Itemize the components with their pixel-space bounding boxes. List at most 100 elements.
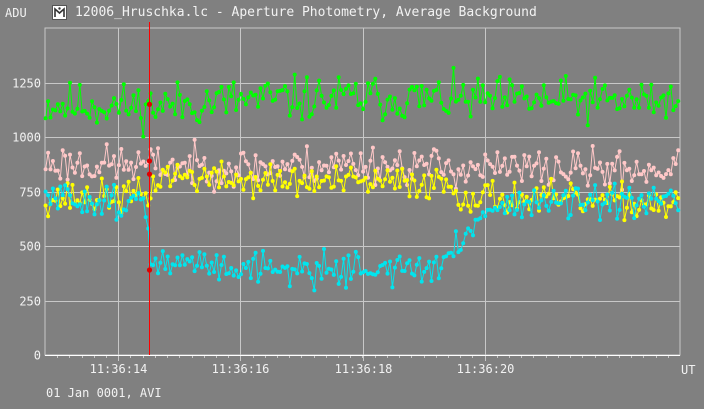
data-point — [324, 163, 329, 168]
data-point — [524, 164, 529, 169]
data-point — [583, 208, 588, 213]
data-point — [512, 212, 517, 217]
data-point — [351, 269, 356, 274]
x-axis-unit-label: UT — [681, 363, 696, 377]
data-point — [490, 178, 495, 183]
data-point — [605, 98, 610, 103]
data-point — [153, 115, 158, 119]
data-point — [478, 200, 483, 205]
cursor-layer[interactable] — [146, 22, 153, 355]
data-point — [617, 149, 622, 154]
data-point — [629, 195, 634, 200]
data-point — [607, 181, 612, 186]
data-point — [400, 167, 405, 171]
data-point — [527, 199, 532, 204]
data-point — [302, 89, 307, 94]
data-point — [673, 201, 678, 206]
data-point — [251, 196, 256, 201]
data-point — [77, 202, 82, 207]
data-point — [490, 164, 495, 169]
data-point — [627, 185, 632, 190]
data-point — [134, 165, 138, 169]
data-point — [346, 172, 351, 177]
data-point — [99, 176, 104, 181]
data-point — [656, 170, 661, 175]
series-line — [45, 139, 679, 192]
data-point — [60, 193, 65, 198]
data-point — [317, 185, 322, 190]
data-point — [461, 163, 466, 168]
data-point — [424, 87, 429, 92]
data-point — [471, 233, 475, 238]
data-point — [65, 177, 70, 182]
data-point — [112, 154, 116, 159]
data-point — [300, 181, 305, 186]
data-point — [656, 208, 661, 213]
data-point — [468, 160, 473, 165]
data-point — [234, 108, 239, 112]
data-point — [312, 288, 317, 293]
data-point — [383, 260, 388, 265]
data-point — [109, 162, 114, 167]
data-point — [429, 279, 434, 283]
data-point — [263, 171, 268, 175]
data-point — [446, 110, 451, 115]
data-point — [43, 189, 48, 194]
data-point — [561, 98, 566, 103]
data-point — [234, 165, 239, 170]
data-point — [251, 256, 256, 261]
data-point — [165, 164, 170, 169]
data-point — [461, 202, 466, 207]
data-point — [278, 270, 283, 274]
data-point — [505, 194, 510, 199]
data-point — [624, 195, 629, 200]
data-point — [239, 91, 243, 96]
data-point — [121, 82, 126, 87]
data-point — [544, 203, 549, 208]
data-point — [490, 208, 495, 213]
data-point — [605, 161, 610, 166]
data-point — [370, 145, 375, 150]
data-point — [634, 159, 639, 164]
data-point — [497, 196, 502, 201]
data-point — [595, 105, 600, 110]
data-point — [295, 194, 300, 199]
data-point — [522, 202, 527, 207]
data-point — [451, 172, 456, 177]
data-point — [629, 210, 634, 215]
data-point — [561, 193, 566, 198]
data-point — [143, 191, 148, 196]
data-point — [429, 153, 434, 158]
data-point — [475, 203, 480, 208]
data-point — [136, 150, 141, 155]
data-point — [461, 241, 466, 246]
data-point — [378, 102, 383, 107]
data-point — [297, 254, 302, 259]
data-point — [541, 193, 546, 198]
data-point — [390, 285, 395, 290]
data-point — [346, 159, 351, 163]
data-point — [190, 255, 195, 260]
data-point — [602, 200, 607, 205]
data-point — [268, 90, 273, 95]
data-point — [302, 173, 307, 178]
data-point — [112, 182, 116, 187]
data-point — [383, 177, 388, 182]
data-point — [634, 203, 639, 208]
data-point — [158, 260, 163, 265]
data-point — [261, 96, 265, 101]
data-point — [537, 150, 541, 155]
cursor-marker — [146, 267, 153, 273]
data-point — [126, 199, 131, 203]
data-point — [243, 266, 248, 270]
data-point — [639, 193, 644, 198]
data-point — [483, 214, 488, 219]
data-point — [190, 170, 195, 174]
data-point — [666, 191, 671, 196]
data-point — [410, 172, 414, 177]
data-point — [434, 87, 439, 92]
data-point — [407, 194, 412, 199]
data-point — [363, 164, 368, 169]
data-point — [380, 184, 385, 189]
